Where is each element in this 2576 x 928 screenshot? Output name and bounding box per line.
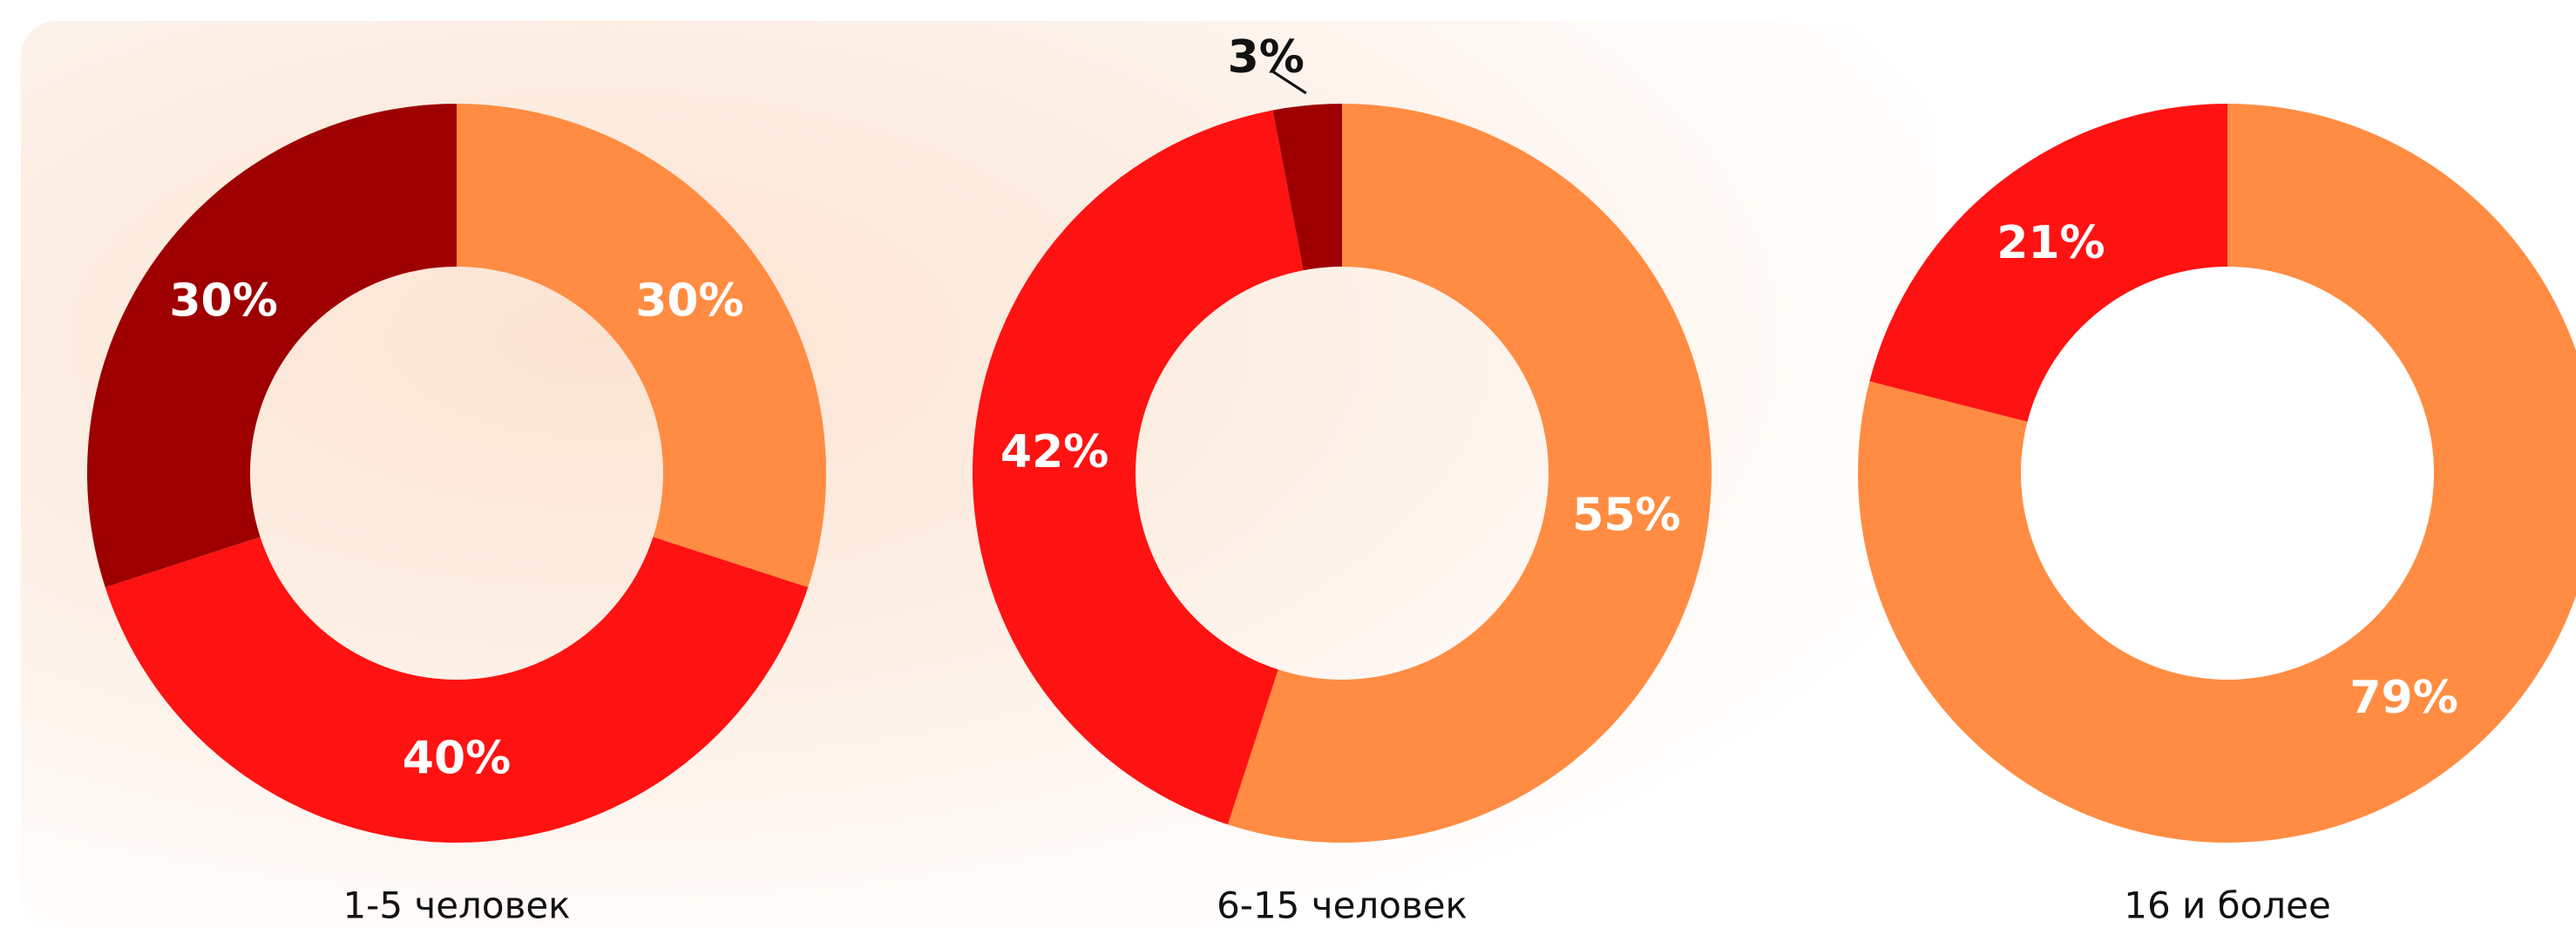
chart-title: 1-5 человек [342, 884, 570, 927]
donut-slice [86, 104, 457, 588]
slice-label: 40% [403, 733, 511, 785]
slice-label: 3% [1228, 31, 1305, 84]
donut-slice [1227, 104, 1712, 843]
donut-slice [1858, 104, 2576, 843]
slice-label: 42% [1000, 426, 1108, 478]
slice-label: 30% [169, 275, 277, 328]
donut-slice [1272, 104, 1342, 271]
slice-label: 79% [2349, 672, 2457, 724]
slice-label: 21% [1996, 217, 2105, 269]
leader-line [1270, 69, 1307, 95]
donut-slice [457, 104, 827, 588]
donut-slice [973, 110, 1304, 825]
donut-slice [105, 537, 809, 843]
donut-slice [1869, 104, 2227, 423]
chart-title: 6-15 человек [1217, 884, 1468, 927]
chart-title: 16 и более [2124, 884, 2331, 927]
slice-label: 30% [635, 275, 743, 328]
slice-label: 55% [1572, 490, 1680, 542]
